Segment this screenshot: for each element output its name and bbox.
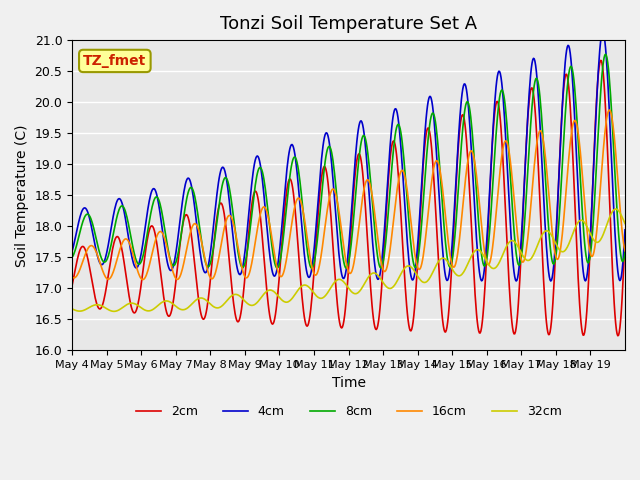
32cm [621, 221, 629, 227]
16cm [236, 252, 243, 258]
4cm [621, 227, 629, 233]
32cm [134, 302, 141, 308]
2cm [596, 58, 604, 63]
2cm [621, 232, 629, 238]
Line: 2cm: 2cm [72, 60, 625, 336]
Line: 4cm: 4cm [72, 32, 625, 281]
32cm [68, 306, 76, 312]
Title: Tonzi Soil Temperature Set A: Tonzi Soil Temperature Set A [220, 15, 477, 33]
16cm [605, 107, 613, 113]
Text: TZ_fmet: TZ_fmet [83, 54, 147, 68]
16cm [133, 266, 141, 272]
Line: 16cm: 16cm [72, 110, 625, 279]
8cm [283, 200, 291, 205]
16cm [284, 249, 291, 255]
Line: 32cm: 32cm [72, 209, 625, 312]
16cm [263, 208, 271, 214]
16cm [68, 274, 76, 280]
4cm [68, 248, 76, 254]
32cm [263, 288, 271, 294]
32cm [236, 293, 243, 299]
4cm [599, 29, 607, 35]
8cm [235, 253, 243, 259]
32cm [612, 206, 620, 212]
16cm [621, 248, 629, 253]
4cm [406, 263, 413, 269]
8cm [68, 254, 76, 260]
8cm [133, 259, 141, 265]
2cm [262, 279, 270, 285]
2cm [133, 305, 141, 311]
8cm [621, 249, 629, 255]
32cm [284, 299, 291, 305]
8cm [602, 51, 609, 57]
8cm [308, 265, 316, 271]
16cm [437, 175, 445, 181]
2cm [436, 292, 444, 298]
2cm [283, 186, 291, 192]
16cm [139, 276, 147, 282]
2cm [406, 325, 413, 331]
4cm [547, 278, 555, 284]
Legend: 2cm, 4cm, 8cm, 16cm, 32cm: 2cm, 4cm, 8cm, 16cm, 32cm [131, 400, 566, 423]
4cm [436, 216, 444, 222]
4cm [133, 264, 141, 270]
32cm [110, 309, 118, 314]
32cm [437, 256, 445, 262]
8cm [406, 235, 414, 240]
2cm [68, 282, 76, 288]
2cm [614, 333, 621, 338]
4cm [262, 215, 270, 220]
4cm [283, 166, 291, 172]
8cm [437, 185, 445, 191]
32cm [406, 264, 414, 269]
2cm [235, 318, 243, 324]
8cm [262, 192, 270, 197]
Y-axis label: Soil Temperature (C): Soil Temperature (C) [15, 124, 29, 266]
16cm [406, 213, 414, 218]
Line: 8cm: 8cm [72, 54, 625, 268]
4cm [235, 270, 243, 276]
X-axis label: Time: Time [332, 376, 365, 390]
